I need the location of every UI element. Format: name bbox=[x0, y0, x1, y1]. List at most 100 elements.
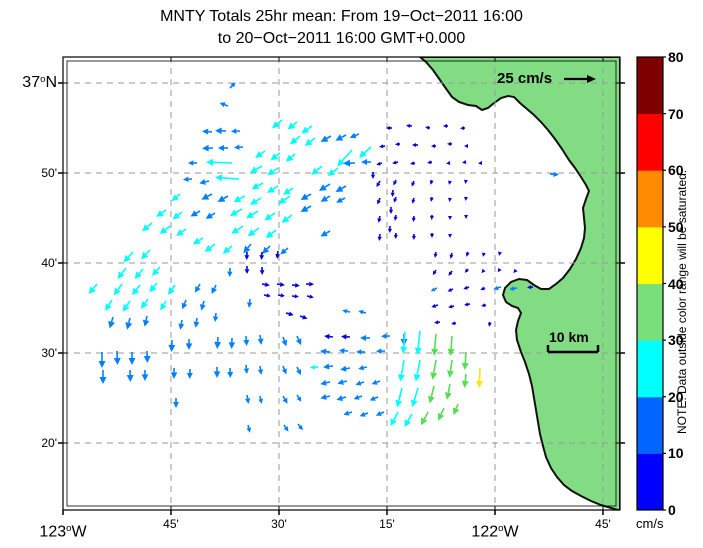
current-vector bbox=[452, 403, 460, 416]
current-vector bbox=[318, 183, 331, 191]
current-vector bbox=[243, 243, 252, 254]
colorbar-tick-label: 10 bbox=[668, 445, 684, 462]
colorbar-segment bbox=[637, 340, 663, 398]
current-vector bbox=[282, 395, 288, 404]
current-vector bbox=[199, 179, 210, 185]
current-vector bbox=[272, 119, 283, 129]
current-vector bbox=[275, 250, 281, 259]
current-vector bbox=[434, 320, 441, 325]
current-vector bbox=[412, 143, 418, 147]
current-vector bbox=[285, 311, 294, 317]
current-vector bbox=[411, 215, 416, 222]
current-vectors bbox=[88, 82, 559, 433]
current-vector bbox=[283, 187, 294, 195]
current-vector bbox=[299, 314, 308, 320]
current-vector bbox=[448, 180, 452, 185]
current-vector bbox=[482, 252, 486, 257]
current-vector bbox=[193, 317, 200, 328]
current-vector bbox=[447, 335, 455, 356]
colorbar-segment bbox=[637, 453, 663, 511]
x-tick-label: 45' bbox=[163, 517, 179, 531]
current-vector bbox=[215, 127, 227, 135]
current-vector bbox=[276, 282, 285, 287]
current-vector bbox=[227, 267, 233, 277]
current-vector bbox=[205, 212, 216, 219]
current-vector bbox=[343, 410, 353, 416]
current-vector bbox=[448, 304, 455, 309]
current-vector bbox=[337, 149, 353, 167]
current-vector bbox=[265, 229, 277, 239]
current-vector bbox=[301, 125, 313, 134]
current-vector bbox=[464, 302, 471, 307]
current-vector bbox=[324, 333, 334, 340]
current-vector bbox=[108, 316, 115, 329]
current-vector bbox=[176, 228, 187, 236]
current-vector bbox=[143, 350, 151, 363]
current-vector bbox=[429, 196, 434, 202]
current-vector bbox=[431, 144, 437, 149]
current-vector bbox=[218, 145, 228, 151]
current-vector bbox=[291, 282, 300, 288]
current-vector bbox=[358, 309, 367, 315]
current-vector bbox=[296, 394, 302, 402]
current-vector bbox=[281, 365, 287, 375]
current-vector bbox=[392, 160, 399, 165]
current-vector bbox=[449, 252, 454, 259]
current-vector bbox=[202, 128, 213, 135]
current-vector bbox=[113, 283, 123, 296]
current-vector bbox=[234, 144, 244, 150]
colorbar-tick-label: 70 bbox=[668, 105, 684, 122]
current-vector bbox=[258, 395, 264, 404]
map-frame-outer bbox=[62, 56, 621, 511]
current-vector bbox=[461, 351, 469, 370]
current-vector bbox=[310, 364, 319, 370]
current-vector bbox=[376, 348, 386, 354]
current-vector bbox=[186, 368, 193, 379]
current-vector bbox=[446, 161, 451, 165]
current-vector bbox=[98, 352, 106, 368]
current-vector bbox=[243, 364, 250, 374]
current-vector bbox=[185, 339, 193, 350]
current-vector bbox=[117, 267, 127, 280]
current-vector bbox=[376, 180, 381, 188]
current-vector bbox=[257, 334, 264, 345]
current-vector bbox=[206, 158, 233, 166]
current-vector bbox=[243, 335, 250, 346]
colorbar-tick-label: 80 bbox=[668, 49, 684, 65]
current-vector bbox=[149, 282, 158, 293]
reference-arrow-head bbox=[587, 75, 596, 83]
current-vector bbox=[461, 373, 469, 388]
current-vector bbox=[140, 298, 149, 309]
current-vector bbox=[498, 251, 502, 256]
current-vector bbox=[280, 247, 289, 255]
current-vector bbox=[335, 185, 347, 192]
current-vector bbox=[188, 160, 197, 166]
current-vector bbox=[443, 124, 448, 128]
current-vector bbox=[200, 300, 206, 311]
current-vector bbox=[448, 233, 452, 238]
colorbar-segment bbox=[637, 396, 663, 454]
current-vector bbox=[122, 300, 131, 312]
current-vector bbox=[128, 352, 136, 365]
current-vector bbox=[305, 281, 314, 287]
current-vector bbox=[355, 380, 365, 386]
current-vector bbox=[255, 150, 266, 158]
current-vector bbox=[285, 153, 296, 162]
current-vector bbox=[229, 208, 243, 216]
current-vector bbox=[297, 423, 303, 431]
current-vector bbox=[388, 207, 394, 214]
current-vector bbox=[140, 249, 151, 260]
current-vector bbox=[105, 299, 113, 312]
current-vector bbox=[462, 160, 467, 164]
current-vector bbox=[379, 144, 386, 149]
current-vector bbox=[487, 321, 492, 327]
map-frame-inner bbox=[66, 60, 617, 507]
current-vector bbox=[195, 283, 201, 293]
current-vector bbox=[201, 193, 213, 200]
current-vector bbox=[171, 193, 181, 202]
current-vector bbox=[215, 174, 240, 182]
x-tick-label: 123oW bbox=[39, 523, 87, 541]
y-tick-label: 50' bbox=[41, 166, 57, 180]
current-vector bbox=[464, 214, 468, 219]
current-vector bbox=[371, 379, 381, 385]
